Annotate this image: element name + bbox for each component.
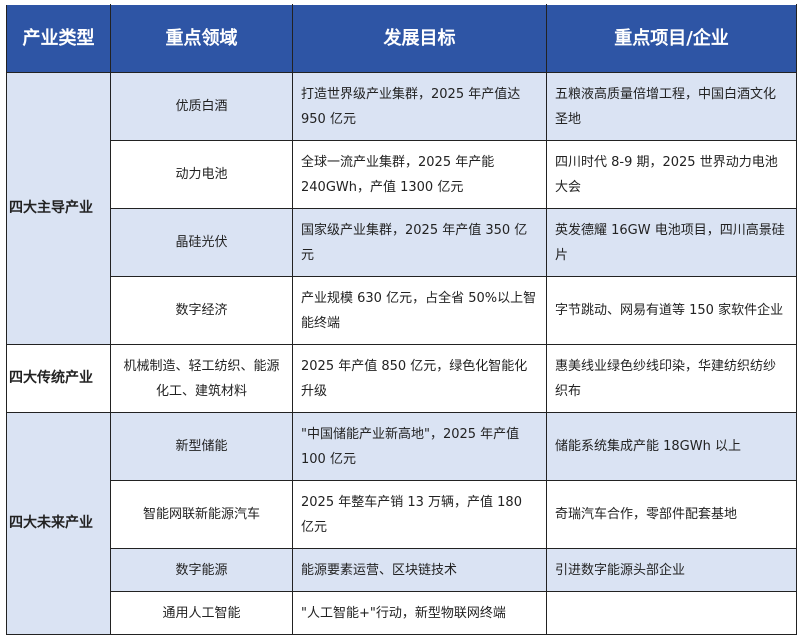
table-row: 智能网联新能源汽车 2025 年整车产销 13 万辆，产值 180 亿元 奇瑞汽… (6, 480, 797, 549)
goal-cell: 2025 年整车产销 13 万辆，产值 180 亿元 (292, 480, 547, 549)
header-row: 产业类型 重点领域 发展目标 重点项目/企业 (6, 4, 797, 73)
projects-cell: 奇瑞汽车合作，零部件配套基地 (546, 480, 797, 549)
projects-cell: 字节跳动、网易有道等 150 家软件企业 (546, 276, 797, 345)
projects-cell (546, 591, 797, 635)
header-projects: 重点项目/企业 (546, 4, 797, 73)
projects-cell: 英发德耀 16GW 电池项目，四川高景硅片 (546, 208, 797, 277)
table-row: 数字经济 产业规模 630 亿元，占全省 50%以上智能终端 字节跳动、网易有道… (6, 276, 797, 345)
area-cell: 优质白酒 (110, 72, 293, 141)
goal-cell: 打造世界级产业集群，2025 年产值达 950 亿元 (292, 72, 547, 141)
goal-cell: 能源要素运营、区块链技术 (292, 548, 547, 592)
goal-cell: 产业规模 630 亿元，占全省 50%以上智能终端 (292, 276, 547, 345)
table-row: 动力电池 全球一流产业集群，2025 年产能 240GWh，产值 1300 亿元… (6, 140, 797, 209)
category-cell: 四大传统产业 (6, 344, 111, 413)
table-row: 四大未来产业 新型储能 "中国储能产业新高地"，2025 年产值 100 亿元 … (6, 412, 797, 635)
area-cell: 数字能源 (110, 548, 293, 592)
goal-cell: 国家级产业集群，2025 年产值 350 亿元 (292, 208, 547, 277)
table-row: 通用人工智能 "人工智能+"行动，新型物联网终端 (6, 591, 797, 635)
projects-cell: 五粮液高质量倍增工程，中国白酒文化圣地 (546, 72, 797, 141)
header-area: 重点领域 (110, 4, 293, 73)
table-row: 四大主导产业 优质白酒 打造世界级产业集群，2025 年产值达 950 亿元 五… (6, 72, 797, 345)
area-cell: 智能网联新能源汽车 (110, 480, 293, 549)
category-cell: 四大主导产业 (6, 72, 111, 345)
area-cell: 动力电池 (110, 140, 293, 209)
area-cell: 数字经济 (110, 276, 293, 345)
area-cell: 新型储能 (110, 412, 293, 481)
area-cell: 通用人工智能 (110, 591, 293, 635)
header-goal: 发展目标 (292, 4, 547, 73)
area-cell: 机械制造、轻工纺织、能源化工、建筑材料 (110, 344, 293, 413)
goal-cell: "人工智能+"行动，新型物联网终端 (292, 591, 547, 635)
projects-cell: 四川时代 8-9 期，2025 世界动力电池大会 (546, 140, 797, 209)
goal-cell: 全球一流产业集群，2025 年产能 240GWh，产值 1300 亿元 (292, 140, 547, 209)
category-cell: 四大未来产业 (6, 412, 111, 635)
goal-cell: 2025 年产值 850 亿元，绿色化智能化升级 (292, 344, 547, 413)
table-row: 四大传统产业 机械制造、轻工纺织、能源化工、建筑材料 2025 年产值 850 … (6, 344, 797, 413)
projects-cell: 引进数字能源头部企业 (546, 548, 797, 592)
area-cell: 晶硅光伏 (110, 208, 293, 277)
table-row: 数字能源 能源要素运营、区块链技术 引进数字能源头部企业 (6, 548, 797, 592)
header-type: 产业类型 (6, 4, 111, 73)
goal-cell: "中国储能产业新高地"，2025 年产值 100 亿元 (292, 412, 547, 481)
table-row: 晶硅光伏 国家级产业集群，2025 年产值 350 亿元 英发德耀 16GW 电… (6, 208, 797, 277)
projects-cell: 储能系统集成产能 18GWh 以上 (546, 412, 797, 481)
projects-cell: 惠美线业绿色纱线印染，华建纺织纺纱织布 (546, 344, 797, 413)
industry-table: 产业类型 重点领域 发展目标 重点项目/企业 四大主导产业 优质白酒 打造世界级… (6, 4, 797, 635)
